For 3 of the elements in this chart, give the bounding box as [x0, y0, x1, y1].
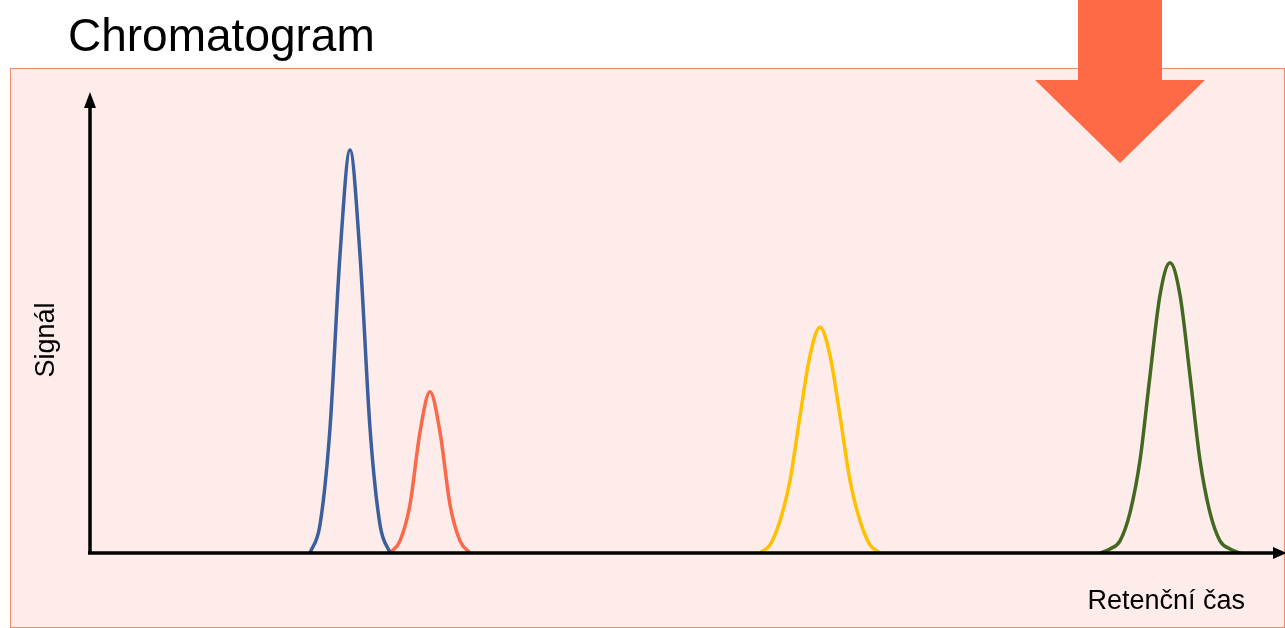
y-axis-title: Signál — [29, 302, 61, 378]
chart-title: Chromatogram — [68, 8, 375, 62]
x-axis-title: Retenční čas — [1087, 585, 1245, 616]
